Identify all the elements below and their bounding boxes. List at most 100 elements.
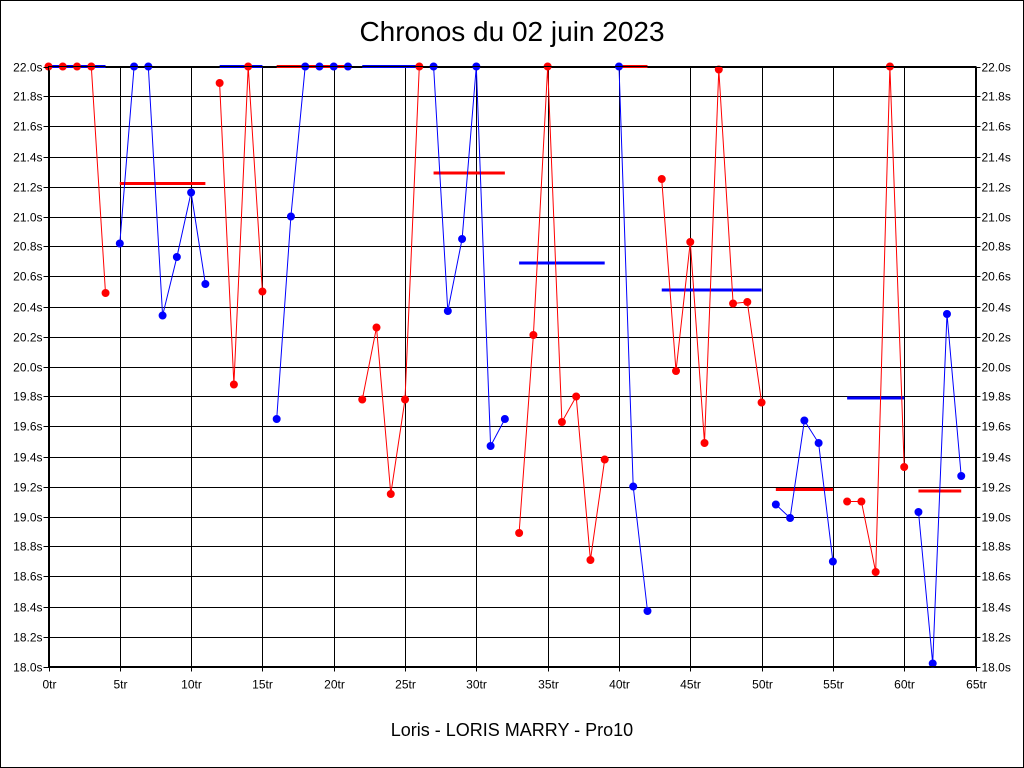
y-tick-label-left: 21.0s	[13, 211, 42, 225]
average-lines	[48, 65, 962, 493]
data-point-blue	[486, 442, 495, 450]
data-point-blue	[814, 439, 823, 447]
y-tick-label-right: 21.0s	[982, 211, 1011, 225]
y-tick-label-right: 18.8s	[982, 540, 1011, 554]
data-point-blue	[928, 659, 937, 668]
x-tick-label: 5tr	[113, 678, 127, 692]
y-tick-label-right: 19.2s	[982, 481, 1011, 495]
data-point-blue	[286, 212, 295, 221]
y-tick-label-right: 21.4s	[982, 151, 1011, 165]
y-tick-label-left: 20.6s	[13, 270, 42, 284]
y-tick-label-left: 19.0s	[13, 511, 42, 525]
chart-footer: Loris - LORIS MARRY - Pro10	[390, 720, 634, 740]
y-tick-label-left: 19.8s	[13, 390, 42, 404]
data-point-blue	[458, 235, 467, 243]
x-tick-label: 40tr	[609, 678, 630, 692]
y-tick-label-right: 18.2s	[982, 631, 1011, 645]
grid	[48, 66, 977, 668]
series-line-12	[918, 313, 962, 664]
data-point-red	[101, 289, 110, 297]
y-tick-label-right: 20.0s	[982, 361, 1011, 375]
y-tick-label-left: 21.4s	[13, 151, 42, 165]
data-point-red	[871, 568, 880, 576]
data-point-blue	[800, 416, 809, 425]
data-point-red	[586, 556, 595, 564]
data-point-red	[757, 398, 766, 407]
data-point-red	[857, 497, 866, 506]
data-point-blue	[172, 253, 181, 261]
data-point-red	[529, 331, 538, 339]
y-tick-label-left: 18.2s	[13, 631, 42, 645]
data-point-blue	[914, 508, 923, 516]
data-point-blue	[828, 557, 837, 566]
x-tick-label: 0tr	[42, 678, 56, 692]
y-tick-label-right: 19.8s	[982, 390, 1011, 404]
data-point-blue	[272, 415, 281, 423]
series-line-6	[433, 66, 506, 448]
y-tick-label-left: 18.8s	[13, 540, 42, 554]
data-point-red	[557, 418, 566, 426]
y-tick-label-left: 21.2s	[13, 181, 42, 195]
data-point-red	[700, 439, 709, 447]
y-tick-label-left: 19.2s	[13, 481, 42, 495]
data-point-blue	[500, 415, 509, 423]
y-tick-label-left: 22.0s	[13, 61, 42, 75]
y-tick-label-right: 18.6s	[982, 570, 1011, 584]
series-line-1	[48, 66, 106, 294]
data-point-blue	[187, 188, 196, 197]
y-tick-label-right: 19.6s	[982, 420, 1011, 434]
series-line-9	[661, 69, 763, 444]
x-tick-label: 60tr	[894, 678, 915, 692]
data-point-blue	[201, 280, 210, 288]
y-tick-label-left: 20.0s	[13, 361, 42, 375]
data-point-red	[743, 298, 752, 306]
y-tick-label-right: 20.2s	[982, 331, 1011, 345]
data-point-blue	[115, 239, 124, 248]
data-point-red	[515, 529, 524, 537]
data-point-blue	[629, 482, 638, 491]
y-tick-label-left: 21.6s	[13, 120, 42, 134]
data-point-red	[657, 175, 666, 183]
y-tick-label-right: 19.0s	[982, 511, 1011, 525]
data-point-blue	[771, 500, 780, 509]
y-tick-label-left: 19.6s	[13, 420, 42, 434]
y-tick-label-left: 18.0s	[13, 661, 42, 675]
y-tick-label-right: 22.0s	[982, 61, 1011, 75]
y-tick-label-left: 21.8s	[13, 90, 42, 104]
data-point-red	[386, 490, 395, 498]
x-tick-label: 25tr	[395, 678, 416, 692]
y-tick-label-right: 21.2s	[982, 181, 1011, 195]
x-tick-label: 20tr	[324, 678, 345, 692]
data-point-red	[843, 497, 852, 506]
data-point-red	[900, 463, 909, 471]
data-point-blue	[643, 607, 652, 615]
series-line-3	[219, 66, 263, 385]
data-point-red	[401, 395, 410, 404]
data-point-red	[686, 238, 695, 246]
series-line-11	[847, 66, 905, 573]
y-tick-label-right: 18.0s	[982, 661, 1011, 675]
data-point-blue	[443, 307, 452, 315]
x-tick-label: 10tr	[181, 678, 202, 692]
data-point-red	[215, 79, 224, 87]
data-point-blue	[942, 310, 951, 318]
x-tick-label: 30tr	[466, 678, 487, 692]
data-point-blue	[957, 472, 966, 480]
data-point-red	[229, 380, 238, 389]
axes: 18.0s 18.0s 18.2s 18.2s 18.4s 18.4s 18.6s 18.6s…	[13, 61, 1011, 692]
x-tick-label: 65tr	[966, 678, 987, 692]
data-point-red	[729, 299, 738, 308]
y-tick-label-left: 19.4s	[13, 451, 42, 465]
plot-border	[48, 66, 976, 667]
data-point-red	[600, 455, 609, 464]
data-point-red	[358, 395, 367, 404]
data-point-red	[372, 323, 381, 332]
series-line-8	[618, 66, 648, 612]
data-point-red	[714, 65, 723, 74]
data-point-blue	[786, 514, 795, 522]
y-tick-label-right: 21.8s	[982, 90, 1011, 104]
y-tick-label-left: 18.4s	[13, 601, 42, 615]
y-tick-label-left: 18.6s	[13, 570, 42, 584]
